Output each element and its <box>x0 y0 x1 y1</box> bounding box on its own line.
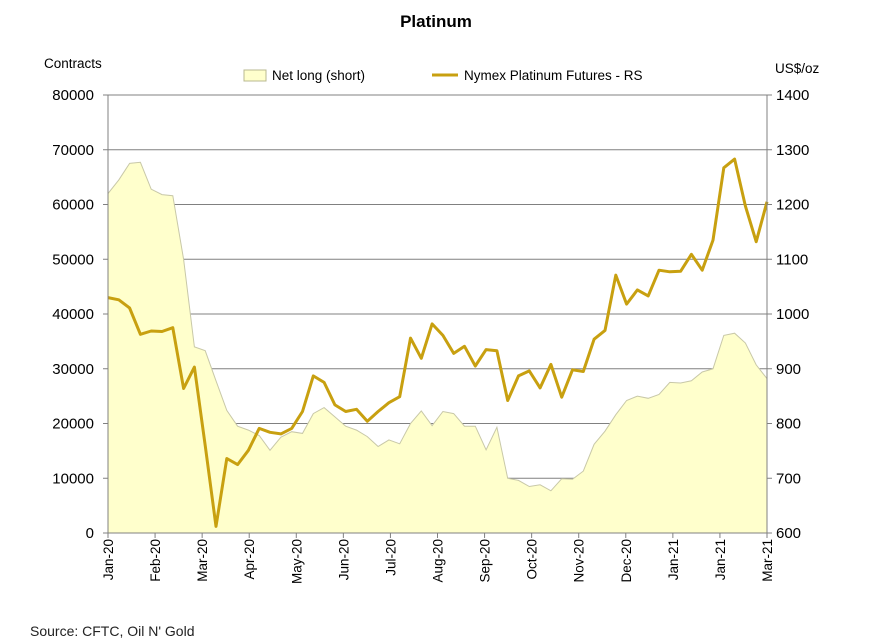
right-tick-label: 1200 <box>776 197 809 214</box>
x-tick-label: Jul-20 <box>383 539 398 576</box>
right-tick-label: 1300 <box>776 142 809 159</box>
x-tick-label: Jan-20 <box>101 539 116 580</box>
x-tick-label: Feb-20 <box>148 539 163 582</box>
left-tick-label: 0 <box>86 525 94 542</box>
legend-line-label: Nymex Platinum Futures - RS <box>464 68 643 83</box>
left-tick-label: 20000 <box>52 416 94 433</box>
x-tick-label: Dec-20 <box>619 539 634 583</box>
right-tick-label: 1000 <box>776 306 809 323</box>
x-tick-label: Jan-21 <box>713 539 728 580</box>
source-note: Source: CFTC, Oil N' Gold <box>30 623 195 639</box>
left-tick-label: 80000 <box>52 87 94 104</box>
x-tick-label: Sep-20 <box>478 539 493 583</box>
x-tick-label: May-20 <box>289 539 304 584</box>
right-tick-label: 900 <box>776 361 801 378</box>
right-tick-label: 1100 <box>776 251 808 268</box>
left-axis-label: Contracts <box>44 56 102 71</box>
left-tick-label: 50000 <box>52 251 94 268</box>
x-tick-label: Nov-20 <box>572 539 587 583</box>
series-layer <box>107 157 769 534</box>
right-tick-label: 700 <box>776 470 801 487</box>
legend: Net long (short) Nymex Platinum Futures … <box>243 68 643 83</box>
x-tick-label: Mar-21 <box>760 539 775 582</box>
x-tick-label: Oct-20 <box>525 539 540 580</box>
net-long-outline <box>107 161 768 492</box>
right-y-ticks: 600 700 800 900 1000 1100 1200 1300 1400 <box>767 87 809 542</box>
x-tick-label: Mar-20 <box>195 539 210 582</box>
x-tick-label: Aug-20 <box>431 539 446 583</box>
right-tick-label: 800 <box>776 416 801 433</box>
legend-area-swatch <box>243 69 267 82</box>
right-axis-label: US$/oz <box>775 61 820 76</box>
left-tick-label: 60000 <box>52 197 94 214</box>
left-y-ticks: 0 10000 20000 30000 40000 50000 60000 70000 8000… <box>52 87 108 542</box>
left-tick-label: 70000 <box>52 142 94 159</box>
left-tick-label: 10000 <box>52 470 94 487</box>
chart-title: Platinum <box>400 12 472 31</box>
platinum-price-line <box>107 157 769 528</box>
x-tick-label: Apr-20 <box>242 539 257 580</box>
x-tick-label: Jun-20 <box>336 539 351 580</box>
net-long-area <box>108 162 767 534</box>
legend-area-label: Net long (short) <box>272 68 365 83</box>
right-tick-label: 1400 <box>776 87 809 104</box>
left-tick-label: 40000 <box>52 306 94 323</box>
left-tick-label: 30000 <box>52 361 94 378</box>
right-tick-label: 600 <box>776 525 801 542</box>
x-ticks: Jan-20 Feb-20 Mar-20 Apr-20 May-20 Jun-20 Jul-… <box>101 533 775 584</box>
x-tick-label: Jan-21 <box>666 539 681 580</box>
